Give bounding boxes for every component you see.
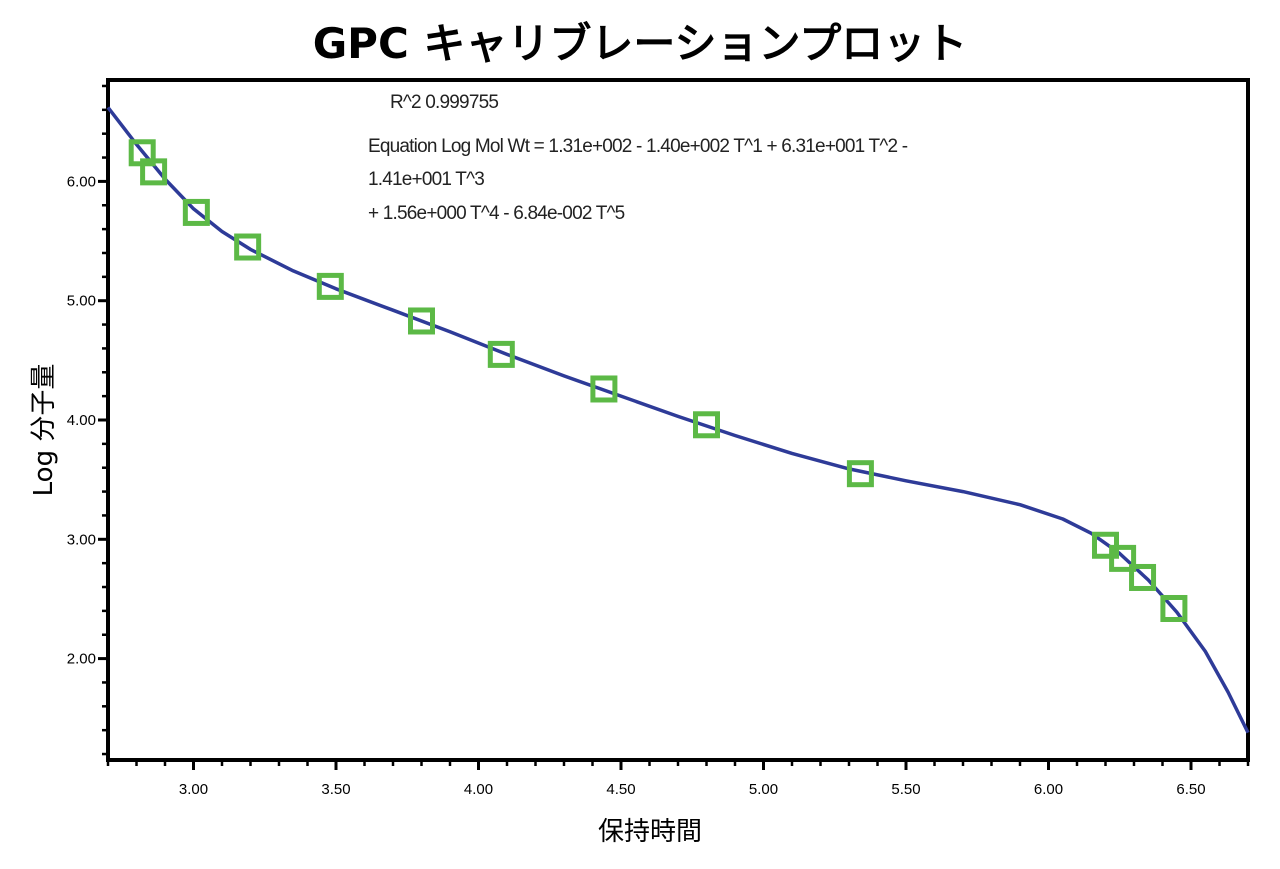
- axes-layer: [98, 78, 1250, 770]
- x-tick-label: 4.00: [464, 781, 493, 798]
- equation-label: 1.41e+001 T^3: [368, 169, 484, 190]
- x-tick-label: 4.50: [606, 781, 635, 798]
- fit-curve: [106, 106, 1250, 734]
- x-tick-label: 5.00: [749, 781, 778, 798]
- data-point: [590, 375, 618, 403]
- data-point: [693, 411, 720, 439]
- x-tick-label: 3.00: [179, 781, 208, 798]
- data-point: [408, 307, 435, 335]
- data-points-layer: [128, 139, 1188, 622]
- x-tick-label: 6.50: [1176, 781, 1205, 798]
- y-tick-label: 4.00: [67, 412, 96, 429]
- data-point: [316, 272, 344, 300]
- data-point: [234, 233, 262, 261]
- data-point: [182, 198, 210, 226]
- data-point: [846, 460, 874, 488]
- plot-frame: [106, 78, 1250, 762]
- y-tick-label: 6.00: [67, 173, 96, 190]
- labels-layer: 3.00 3.50 4.00 4.50 5.00 5.50 6.00 6.50 2.00 3.00…: [29, 92, 1206, 847]
- y-tick-label: 5.00: [67, 293, 96, 310]
- data-point: [487, 340, 515, 368]
- data-point: [1109, 544, 1137, 572]
- x-tick-label: 6.00: [1034, 781, 1063, 798]
- chart-title: GPC キャリブレーションプロット: [312, 19, 968, 68]
- x-tick-label: 3.50: [321, 781, 350, 798]
- y-axis-title: Log 分子量: [29, 364, 59, 497]
- equation-label: + 1.56e+000 T^4 - 6.84e-002 T^5: [368, 203, 625, 224]
- data-point: [140, 158, 168, 186]
- y-tick-label: 2.00: [67, 651, 96, 668]
- data-point: [1160, 594, 1188, 622]
- x-tick-label: 5.50: [891, 781, 920, 798]
- x-axis-title: 保持時間: [598, 817, 702, 847]
- equation-label: Equation Log Mol Wt = 1.31e+002 - 1.40e+…: [368, 136, 908, 157]
- fit-line-layer: [106, 106, 1250, 734]
- y-tick-label: 3.00: [67, 531, 96, 548]
- r-squared-label: R^2 0.999755: [390, 92, 498, 113]
- data-point: [1129, 563, 1157, 591]
